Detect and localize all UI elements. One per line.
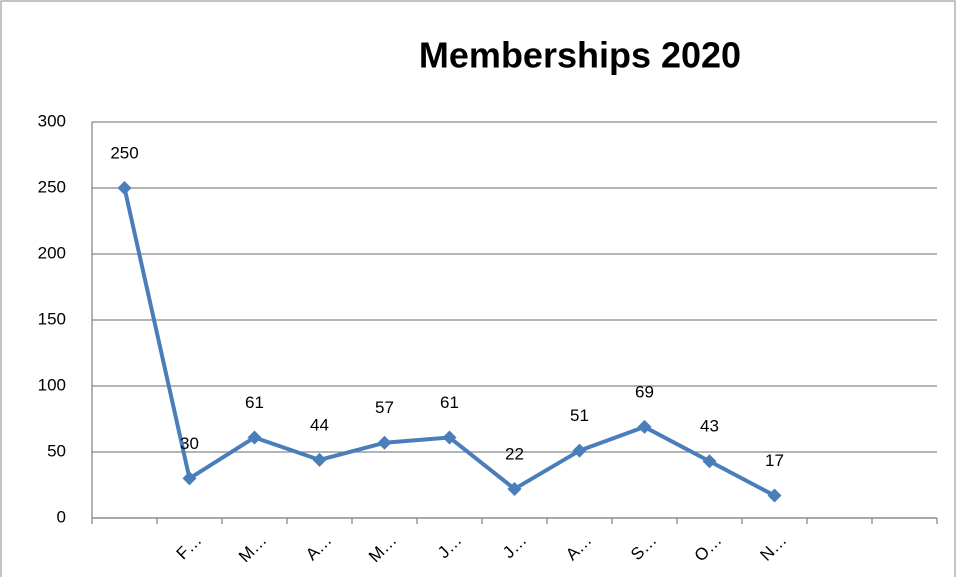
marker	[572, 443, 587, 458]
marker	[312, 452, 327, 467]
marker	[442, 430, 457, 445]
marker	[702, 454, 717, 469]
marker	[182, 471, 197, 486]
data-label: 61	[245, 393, 264, 412]
marker	[247, 430, 262, 445]
y-tick-label: 250	[38, 177, 66, 196]
marker	[507, 481, 522, 496]
data-label: 250	[110, 143, 138, 162]
y-tick-label: 50	[47, 441, 66, 460]
data-label: 17	[765, 451, 784, 470]
y-tick-label: 150	[38, 309, 66, 328]
chart-title: Memberships 2020	[419, 35, 741, 76]
marker	[117, 181, 132, 195]
y-tick-label: 200	[38, 243, 66, 262]
data-label: 44	[310, 415, 329, 434]
marker	[377, 435, 392, 450]
y-tick-label: 0	[57, 507, 66, 526]
marker	[767, 488, 782, 503]
y-tick-label: 100	[38, 375, 66, 394]
y-tick-label: 300	[38, 111, 66, 130]
data-label: 57	[375, 398, 394, 417]
data-label: 51	[570, 406, 589, 425]
data-label: 43	[700, 417, 719, 436]
data-label: 30	[180, 434, 199, 453]
data-label: 22	[505, 444, 524, 463]
data-label: 61	[440, 393, 459, 412]
data-label: 69	[635, 382, 654, 401]
marker	[637, 419, 652, 434]
